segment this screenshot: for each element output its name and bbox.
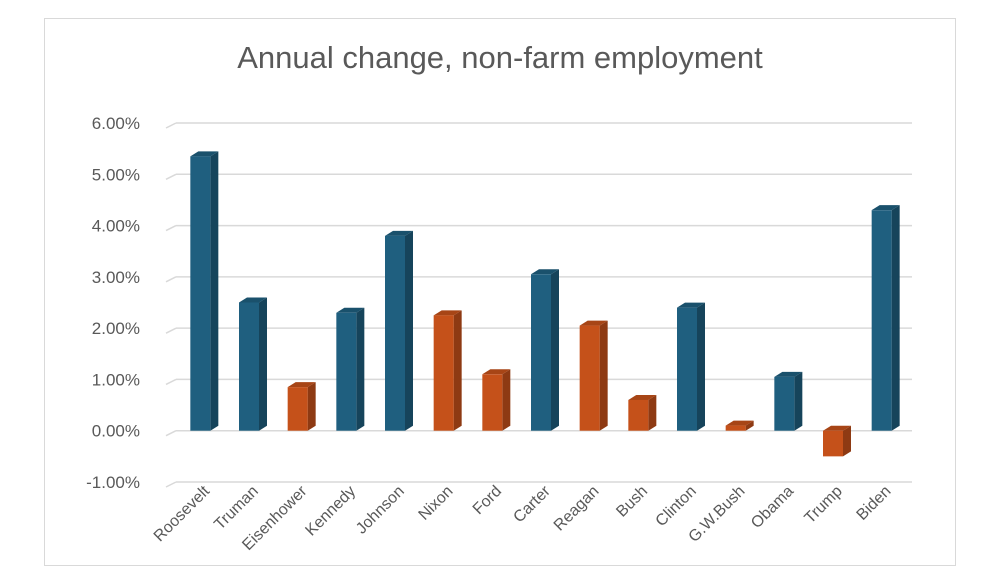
bar-side	[891, 205, 900, 431]
bar	[823, 430, 843, 457]
bar	[871, 210, 892, 431]
bar-top	[336, 307, 365, 313]
y-tick-label: 4.00%	[92, 217, 140, 236]
chart-title: Annual change, non-farm employment	[237, 40, 763, 75]
y-tick-label: 1.00%	[92, 370, 140, 389]
gridline-stub	[165, 327, 177, 334]
x-tick-label: Reagan	[551, 483, 603, 535]
bar-top	[628, 394, 657, 400]
bar-side	[453, 310, 462, 431]
y-tick-label: 3.00%	[92, 268, 140, 287]
x-tick-label: Ford	[470, 483, 505, 518]
bar	[628, 399, 649, 431]
y-tick-label: 6.00%	[92, 114, 140, 133]
bar-top	[871, 205, 900, 211]
gridline-stub	[165, 378, 177, 386]
bar-top	[725, 420, 754, 426]
bar-top	[239, 297, 267, 303]
bar-side	[502, 369, 511, 431]
bar-top	[823, 425, 851, 431]
bar-side	[745, 420, 754, 431]
bar-side	[648, 394, 657, 431]
y-tick-label: 0.00%	[92, 422, 140, 441]
bar-side	[210, 151, 219, 431]
x-tick-label: Roosevelt	[151, 482, 214, 545]
bar	[287, 387, 308, 431]
x-tick-label: Nixon	[416, 483, 457, 524]
bar-top	[190, 151, 219, 157]
y-tick-label: -1.00%	[86, 473, 140, 492]
x-tick-label: Trump	[802, 483, 846, 527]
bar	[531, 274, 551, 431]
bar	[774, 376, 795, 431]
bar-side	[599, 320, 608, 431]
gridline-stub	[165, 481, 177, 488]
bar-side	[843, 425, 851, 457]
bar-side	[697, 302, 705, 431]
bar-top	[385, 230, 413, 236]
gridline-stub	[165, 173, 177, 180]
x-tick-label: Johnson	[353, 483, 408, 538]
bar	[385, 235, 405, 431]
gridline-stub	[165, 276, 177, 283]
bar	[239, 302, 259, 431]
bar	[433, 315, 454, 431]
gridline-stub	[165, 224, 177, 232]
x-tick-label: Kennedy	[302, 483, 359, 540]
x-tick-label: Bush	[613, 483, 651, 521]
bar-side	[307, 382, 316, 431]
bar-top	[579, 320, 608, 326]
bar	[677, 307, 697, 431]
bar-side	[405, 230, 413, 431]
y-tick-label: 5.00%	[92, 165, 140, 184]
bar	[579, 325, 600, 431]
bar	[190, 156, 211, 431]
bar-top	[774, 371, 803, 377]
bar-top	[433, 310, 462, 316]
x-tick-label: Carter	[510, 482, 554, 526]
bar-top	[677, 302, 705, 308]
bar-side	[551, 269, 559, 431]
bar	[336, 312, 357, 431]
bar-top	[482, 369, 511, 375]
gridline-stub	[165, 122, 177, 129]
bar-side	[794, 371, 803, 431]
bar-top	[531, 269, 559, 275]
bar-side	[356, 307, 365, 431]
gridline-stub	[165, 430, 177, 437]
x-tick-label: Obama	[748, 483, 797, 532]
y-tick-label: 2.00%	[92, 319, 140, 338]
bar	[482, 374, 503, 431]
bar	[725, 425, 746, 431]
x-tick-label: Clinton	[653, 483, 700, 530]
bar-top	[287, 382, 316, 388]
x-tick-label: Biden	[854, 483, 895, 524]
bar-side	[259, 297, 267, 431]
